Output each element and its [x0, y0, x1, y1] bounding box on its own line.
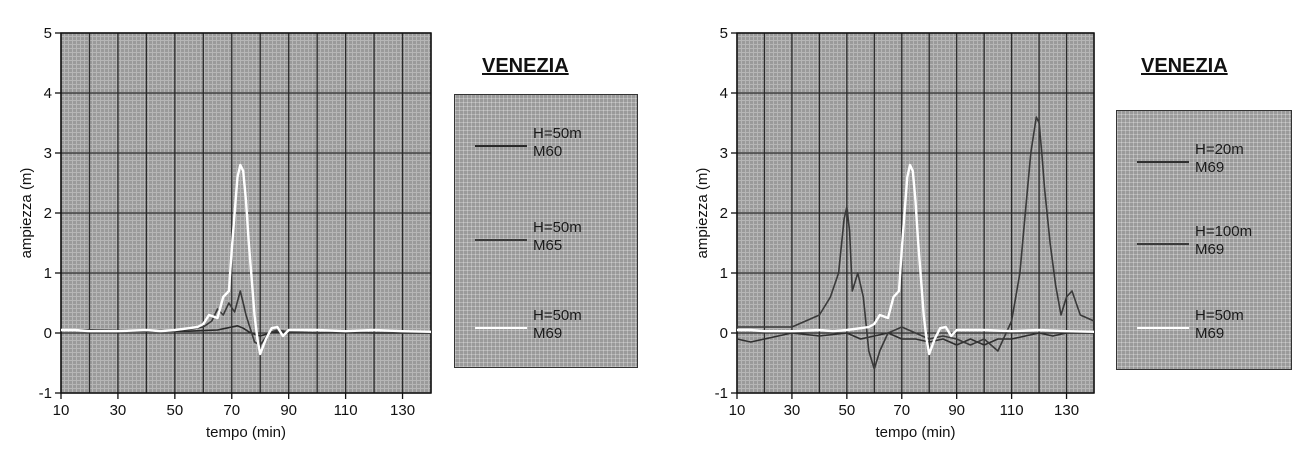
x-axis-label: tempo (min): [206, 424, 286, 441]
y-tick-label: -1: [715, 385, 728, 402]
legend-item: H=50m M60: [455, 121, 637, 171]
y-tick-label: 1: [720, 265, 728, 282]
legend-swatch: [475, 239, 527, 241]
legend: H=20m M69 H=100m M69 H=50m M69: [1116, 110, 1292, 370]
chart-panel-left: -1 0 1 2 3 4 5 10 30 50 70 90 110 130 tempo (min) ampie…: [0, 0, 648, 456]
x-tick-label: 110: [1000, 402, 1024, 419]
legend-label: H=20m M69: [1195, 141, 1244, 176]
chart-panel-right: -1 0 1 2 3 4 5 10 30 50 70 90 110 130 tempo (min) ampie…: [649, 0, 1297, 456]
y-tick-label: 3: [720, 145, 728, 162]
y-tick-label: 5: [44, 25, 52, 42]
x-tick-label: 10: [53, 402, 70, 419]
legend-item: H=20m M69: [1117, 137, 1291, 187]
x-tick-label: 50: [167, 402, 184, 419]
legend-label: H=100m M69: [1195, 223, 1253, 258]
legend-swatch: [475, 327, 527, 329]
chart-title: VENEZIA: [482, 55, 569, 77]
y-tick-label: 5: [720, 25, 728, 42]
x-tick-label: 30: [784, 402, 801, 419]
y-tick-label: 1: [44, 265, 52, 282]
legend-swatch: [1137, 161, 1189, 163]
legend-item: H=50m M65: [455, 215, 637, 265]
legend-label: H=50m M69: [1195, 307, 1244, 342]
plot-right: -1 0 1 2 3 4 5 10 30 50 70 90 110 130 tempo (min) ampie…: [694, 25, 1095, 441]
x-tick-label: 130: [390, 402, 415, 419]
x-tick-label: 70: [893, 402, 910, 419]
y-tick-label: 0: [720, 325, 728, 342]
x-tick-label: 30: [110, 402, 127, 419]
y-tick-label: 3: [44, 145, 52, 162]
legend-item: H=50m M69: [1117, 303, 1291, 353]
y-tick-label: 0: [44, 325, 52, 342]
y-tick-label: 4: [720, 85, 728, 102]
y-tick-label: 4: [44, 85, 52, 102]
series-line-1: [736, 332, 1094, 346]
legend-label: H=50m M65: [533, 219, 582, 254]
x-tick-label: 50: [839, 402, 856, 419]
x-axis-label: tempo (min): [875, 424, 955, 441]
legend-swatch: [475, 145, 527, 147]
y-tick-label: 2: [720, 205, 728, 222]
y-tick-label: 2: [44, 205, 52, 222]
legend: H=50m M60 H=50m M65 H=50m M69: [454, 94, 638, 368]
legend-item: H=100m M69: [1117, 219, 1291, 269]
y-axis-label: ampiezza (m): [694, 168, 711, 259]
legend-label: H=50m M60: [533, 125, 582, 160]
chart-title: VENEZIA: [1141, 55, 1228, 77]
x-tick-label: 130: [1054, 402, 1079, 419]
y-axis-label: ampiezza (m): [18, 168, 35, 259]
series-line-3: [737, 163, 1095, 356]
x-tick-label: 90: [948, 402, 965, 419]
series-line-3: [61, 163, 432, 356]
x-tick-label: 90: [280, 402, 297, 419]
legend-swatch: [1137, 327, 1189, 329]
y-tick-label: -1: [39, 385, 52, 402]
legend-swatch: [1137, 243, 1189, 245]
legend-label: H=50m M69: [533, 307, 582, 342]
x-tick-label: 70: [223, 402, 240, 419]
x-tick-label: 10: [729, 402, 746, 419]
legend-item: H=50m M69: [455, 303, 637, 353]
plot-left: -1 0 1 2 3 4 5 10 30 50 70 90 110 130 tempo (min) ampie…: [18, 25, 432, 441]
x-tick-label: 110: [334, 402, 358, 419]
